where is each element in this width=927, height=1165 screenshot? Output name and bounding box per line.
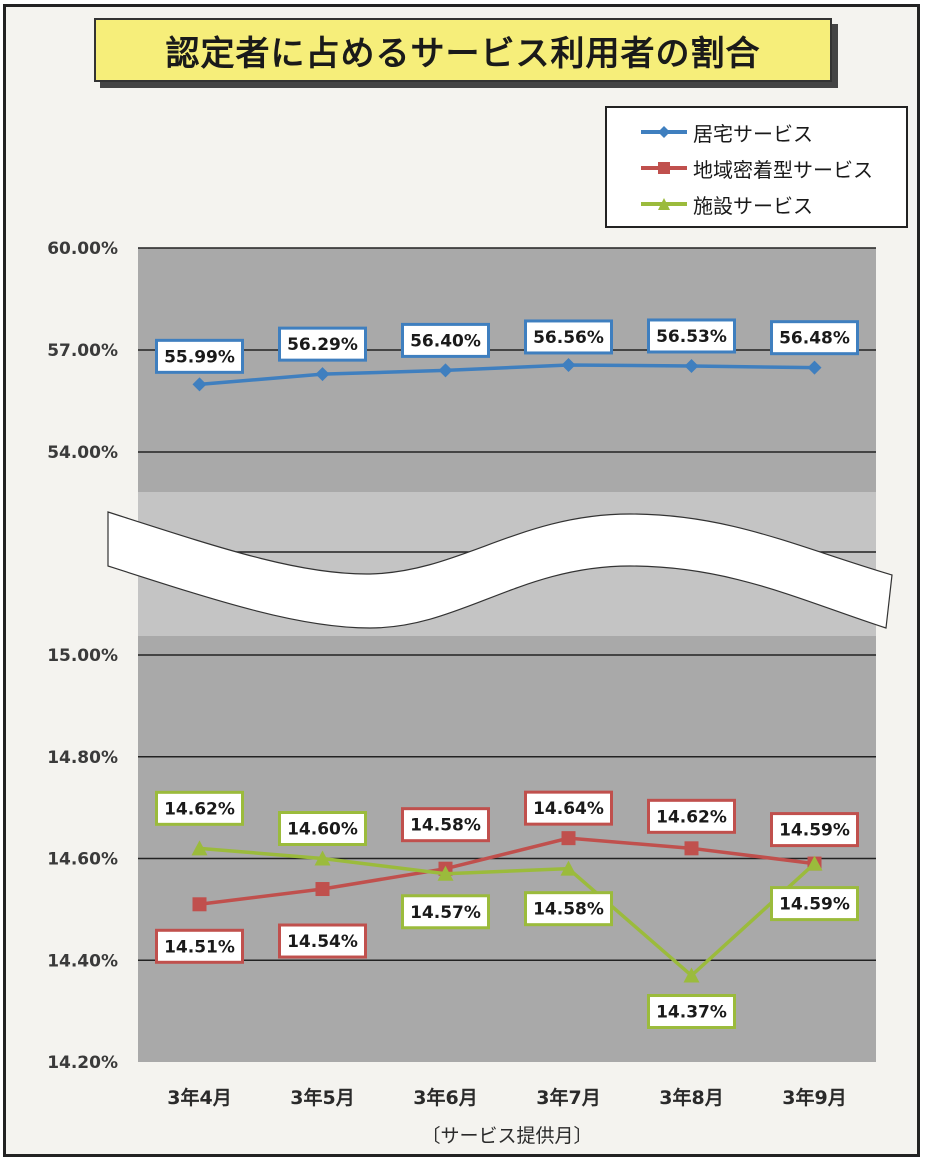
data-label-box <box>278 811 367 846</box>
x-tick-label: 3年6月 <box>413 1086 477 1109</box>
legend-marker-diamond-icon <box>641 126 687 138</box>
data-label-box <box>155 928 244 964</box>
data-label: 14.59% <box>779 821 850 841</box>
data-label: 14.64% <box>533 799 604 819</box>
data-label-box <box>278 326 367 362</box>
data-label: 56.48% <box>779 329 850 349</box>
x-tick-label: 3年8月 <box>659 1086 723 1109</box>
data-label-box <box>647 318 736 354</box>
data-label: 56.53% <box>656 327 727 347</box>
legend-item-kyotaku: 居宅サービス <box>641 117 813 147</box>
legend-item-shisetsu: 施設サービス <box>641 189 813 219</box>
data-point <box>561 831 576 846</box>
data-label-box <box>770 320 859 356</box>
data-label-box <box>401 894 490 930</box>
x-tick-label: 3年5月 <box>290 1086 354 1109</box>
legend-label-chiiki: 地域密着型サービス <box>693 157 873 182</box>
data-point <box>561 357 576 372</box>
data-label-box <box>401 807 490 843</box>
series-line <box>199 846 816 978</box>
data-label: 14.57% <box>410 903 481 923</box>
data-label-box <box>647 994 736 1030</box>
x-tick-label: 3年7月 <box>536 1086 600 1109</box>
legend-marker-square-icon <box>641 162 687 174</box>
data-label: 56.29% <box>287 335 358 355</box>
data-point <box>684 358 699 373</box>
y-tick-label: 57.00% <box>47 341 118 361</box>
data-label: 56.40% <box>410 331 481 351</box>
data-label: 55.99% <box>164 347 235 367</box>
axis-break-wave <box>107 511 893 629</box>
data-point <box>560 860 577 876</box>
y-tick-label: 14.60% <box>47 850 118 870</box>
legend-label-kyotaku: 居宅サービス <box>693 121 813 146</box>
y-tick-label: 14.80% <box>47 748 118 768</box>
data-label: 14.62% <box>164 799 235 819</box>
data-point <box>314 850 331 866</box>
data-point <box>684 841 699 856</box>
series-line <box>199 363 815 387</box>
data-label-box <box>155 790 244 826</box>
data-point <box>192 377 207 392</box>
y-tick-label: 14.40% <box>47 951 118 971</box>
y-tick-label: 15.00% <box>47 646 118 666</box>
data-label-box <box>770 886 859 922</box>
data-label-box <box>647 798 736 834</box>
data-point <box>438 363 453 378</box>
data-label: 14.60% <box>287 820 358 840</box>
data-label: 14.59% <box>779 895 850 915</box>
data-label-box <box>524 891 613 927</box>
data-point <box>437 865 454 881</box>
chart-title: 認定者に占めるサービス利用者の割合 <box>94 18 832 82</box>
data-point <box>807 360 822 375</box>
data-point <box>192 897 207 912</box>
data-label-box <box>401 322 490 358</box>
data-label-box <box>524 319 613 355</box>
data-point <box>315 367 330 382</box>
data-label-box <box>278 923 367 959</box>
legend-label-shisetsu: 施設サービス <box>693 193 813 218</box>
x-tick-label: 3年9月 <box>782 1086 846 1109</box>
data-point <box>806 855 823 871</box>
data-label: 14.51% <box>164 937 235 957</box>
legend-item-chiiki: 地域密着型サービス <box>641 153 873 183</box>
x-tick-label: 3年4月 <box>167 1086 231 1109</box>
legend: 居宅サービス 地域密着型サービス 施設サービス <box>605 106 908 228</box>
data-point <box>683 967 700 983</box>
data-label-box <box>770 812 859 848</box>
data-point <box>315 882 330 897</box>
y-tick-label: 14.20% <box>47 1053 118 1073</box>
data-label-box <box>524 790 613 826</box>
data-label: 14.54% <box>287 932 358 952</box>
data-label-box <box>155 338 244 374</box>
data-label: 14.37% <box>656 1003 727 1023</box>
legend-marker-triangle-icon <box>641 198 687 210</box>
x-axis-title: 〔サービス提供月〕 <box>421 1125 592 1147</box>
data-label: 14.58% <box>533 900 604 920</box>
data-label: 14.58% <box>410 816 481 836</box>
series-line <box>199 836 815 907</box>
data-label: 56.56% <box>533 328 604 348</box>
data-label: 14.62% <box>656 807 727 827</box>
data-point <box>191 840 208 856</box>
y-tick-label: 54.00% <box>47 443 118 463</box>
y-tick-label: 60.00% <box>47 239 118 259</box>
